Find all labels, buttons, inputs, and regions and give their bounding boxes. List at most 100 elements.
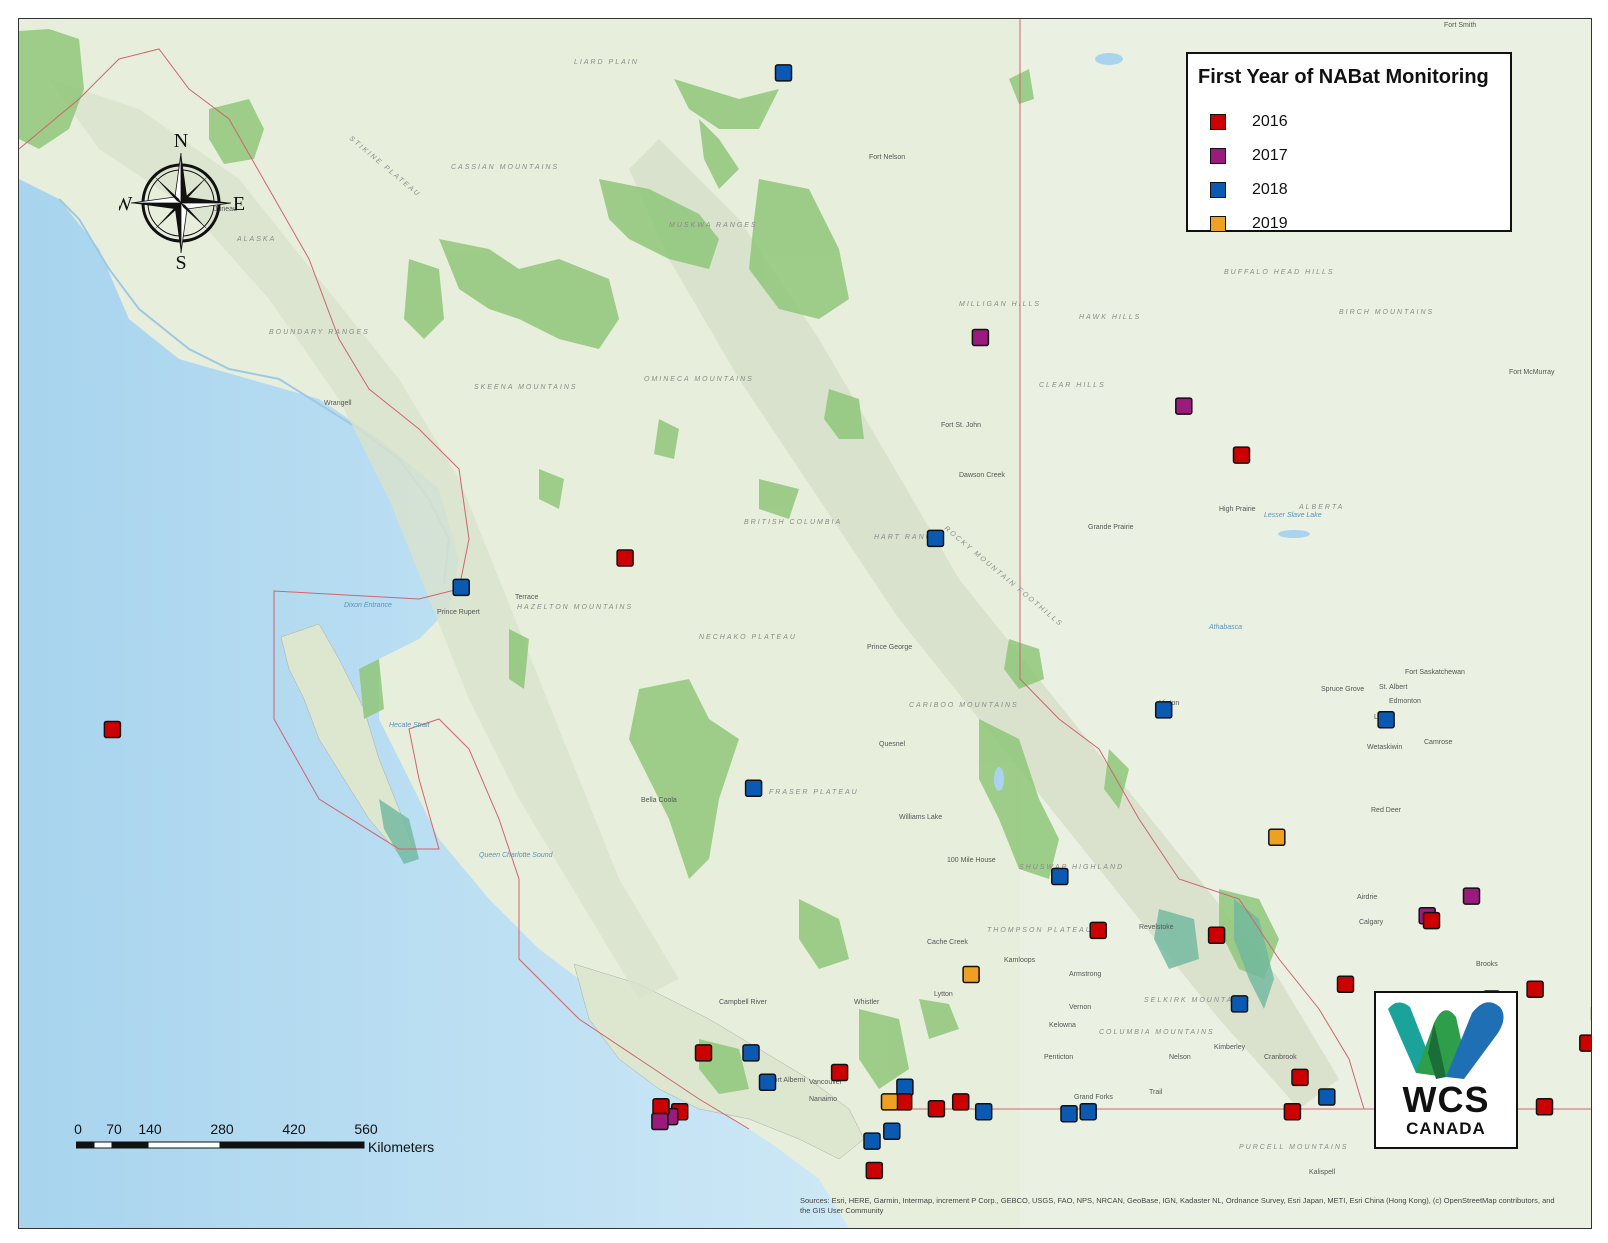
site-marker-2017[interactable] xyxy=(651,1112,669,1131)
lakes xyxy=(994,53,1310,791)
svg-text:Athabasca: Athabasca xyxy=(1208,624,1242,631)
legend-swatch-2017 xyxy=(1210,148,1226,164)
site-marker-2017[interactable] xyxy=(1462,887,1481,905)
svg-text:Fort St. John: Fort St. John xyxy=(941,422,981,429)
site-marker-2016[interactable] xyxy=(1526,980,1544,998)
svg-text:Vancouver: Vancouver xyxy=(809,1079,843,1086)
legend-item-2019: 2019 xyxy=(1210,212,1288,236)
svg-text:THOMPSON PLATEAU: THOMPSON PLATEAU xyxy=(987,927,1093,934)
site-marker-2019[interactable] xyxy=(880,1093,899,1111)
svg-text:Grand Forks: Grand Forks xyxy=(1074,1094,1113,1101)
site-marker-2016[interactable] xyxy=(1232,446,1251,464)
site-marker-2017[interactable] xyxy=(1175,397,1193,415)
svg-text:Prince Rupert: Prince Rupert xyxy=(437,609,480,616)
wcs-canada-logo: WCS CANADA xyxy=(1374,991,1518,1149)
site-marker-2018[interactable] xyxy=(1230,995,1249,1013)
svg-text:HAWK HILLS: HAWK HILLS xyxy=(1079,314,1141,321)
svg-text:100 Mile House: 100 Mile House xyxy=(947,857,996,864)
legend-swatch-2019 xyxy=(1210,216,1226,232)
svg-text:Grande Prairie: Grande Prairie xyxy=(1088,524,1134,531)
site-marker-2018[interactable] xyxy=(774,64,793,82)
site-marker-2016[interactable] xyxy=(1283,1102,1302,1121)
logo-text-wcs: WCS xyxy=(1402,1079,1490,1120)
svg-text:Wetaskiwin: Wetaskiwin xyxy=(1367,744,1402,751)
svg-text:Bella Coola: Bella Coola xyxy=(641,797,677,804)
legend-label-2016: 2016 xyxy=(1252,113,1288,130)
svg-text:Wrangell: Wrangell xyxy=(324,400,352,407)
site-marker-2018[interactable] xyxy=(744,779,763,798)
site-marker-2018[interactable] xyxy=(452,578,470,597)
site-marker-2016[interactable] xyxy=(1535,1098,1554,1116)
svg-text:Vernon: Vernon xyxy=(1069,1004,1091,1011)
site-marker-2016[interactable] xyxy=(865,1161,884,1180)
svg-text:Airdrie: Airdrie xyxy=(1357,894,1377,901)
svg-text:Williams Lake: Williams Lake xyxy=(899,814,942,821)
site-marker-2016[interactable] xyxy=(927,1100,946,1118)
svg-text:Brooks: Brooks xyxy=(1476,961,1498,968)
site-marker-2018[interactable] xyxy=(883,1122,901,1141)
site-marker-2018[interactable] xyxy=(896,1078,914,1096)
svg-text:Penticton: Penticton xyxy=(1044,1054,1073,1061)
site-marker-2017[interactable] xyxy=(971,328,990,347)
svg-text:BRITISH COLUMBIA: BRITISH COLUMBIA xyxy=(744,519,842,526)
svg-text:CLEAR HILLS: CLEAR HILLS xyxy=(1039,382,1106,389)
compass-east: E xyxy=(233,193,245,215)
site-markers xyxy=(103,64,1591,1180)
site-marker-2019[interactable] xyxy=(962,965,980,984)
legend-item-2016: 2016 xyxy=(1210,110,1288,134)
site-marker-2016[interactable] xyxy=(1336,975,1355,994)
site-marker-2018[interactable] xyxy=(1079,1102,1097,1121)
legend-item-2018: 2018 xyxy=(1210,178,1288,202)
site-marker-2016[interactable] xyxy=(103,720,122,739)
svg-text:LIARD PLAIN: LIARD PLAIN xyxy=(574,59,639,66)
svg-text:Terrace: Terrace xyxy=(515,594,538,601)
site-marker-2016[interactable] xyxy=(1089,921,1107,940)
site-marker-2019[interactable] xyxy=(1268,828,1286,847)
svg-text:PURCELL MOUNTAINS: PURCELL MOUNTAINS xyxy=(1239,1144,1349,1151)
legend: First Year of NABat Monitoring 2016 2017… xyxy=(1186,52,1512,232)
site-marker-2016[interactable] xyxy=(830,1063,849,1082)
site-marker-2016[interactable] xyxy=(951,1093,970,1111)
site-marker-2018[interactable] xyxy=(1154,701,1173,719)
site-marker-2018[interactable] xyxy=(758,1073,777,1092)
site-marker-2016[interactable] xyxy=(1291,1068,1309,1087)
legend-label-2019: 2019 xyxy=(1252,215,1288,232)
site-marker-2016[interactable] xyxy=(1422,911,1441,930)
legend-swatch-2016 xyxy=(1210,114,1226,130)
site-marker-2016[interactable] xyxy=(1207,926,1226,945)
compass-north: N xyxy=(174,130,188,152)
site-marker-2018[interactable] xyxy=(742,1044,760,1062)
site-marker-2016[interactable] xyxy=(616,549,634,567)
legend-item-2017: 2017 xyxy=(1210,144,1288,168)
attribution-text: Sources: Esri, HERE, Garmin, Intermap, i… xyxy=(800,1196,1555,1215)
site-marker-2018[interactable] xyxy=(863,1132,881,1150)
site-marker-2018[interactable] xyxy=(1060,1104,1078,1123)
svg-text:Whistler: Whistler xyxy=(854,999,880,1006)
site-marker-2018[interactable] xyxy=(1051,867,1069,886)
site-marker-2016[interactable] xyxy=(652,1098,670,1116)
svg-text:Revelstoke: Revelstoke xyxy=(1139,924,1174,931)
svg-text:SELKIRK MOUNTAINS: SELKIRK MOUNTAINS xyxy=(1144,997,1251,1004)
svg-text:ALASKA: ALASKA xyxy=(236,236,276,243)
svg-text:Kelowna: Kelowna xyxy=(1049,1022,1076,1029)
rocky-mountains xyxy=(629,139,1339,1109)
svg-text:COLUMBIA MOUNTAINS: COLUMBIA MOUNTAINS xyxy=(1099,1029,1215,1036)
svg-text:Kimberley: Kimberley xyxy=(1214,1044,1246,1051)
svg-text:BUFFALO HEAD HILLS: BUFFALO HEAD HILLS xyxy=(1224,269,1335,276)
alaska-border xyxy=(19,48,750,1130)
site-marker-2018[interactable] xyxy=(1377,710,1395,729)
site-marker-2016[interactable] xyxy=(694,1044,713,1062)
svg-text:Lesser Slave Lake: Lesser Slave Lake xyxy=(1264,512,1322,519)
svg-text:Quesnel: Quesnel xyxy=(879,741,906,748)
svg-text:Nanaimo: Nanaimo xyxy=(809,1096,837,1103)
site-marker-2016[interactable] xyxy=(1579,1034,1591,1052)
site-marker-2018[interactable] xyxy=(926,529,945,548)
site-marker-2018[interactable] xyxy=(1318,1088,1336,1106)
site-marker-2018[interactable] xyxy=(974,1102,993,1121)
logo-text-canada: CANADA xyxy=(1406,1119,1486,1138)
svg-text:Spruce Grove: Spruce Grove xyxy=(1321,686,1364,693)
scale-bar-graphic xyxy=(76,1141,365,1149)
scale-tick-0: 0 xyxy=(74,1121,82,1137)
svg-text:Kalispell: Kalispell xyxy=(1309,1169,1336,1176)
svg-text:Fort Nelson: Fort Nelson xyxy=(869,154,905,161)
